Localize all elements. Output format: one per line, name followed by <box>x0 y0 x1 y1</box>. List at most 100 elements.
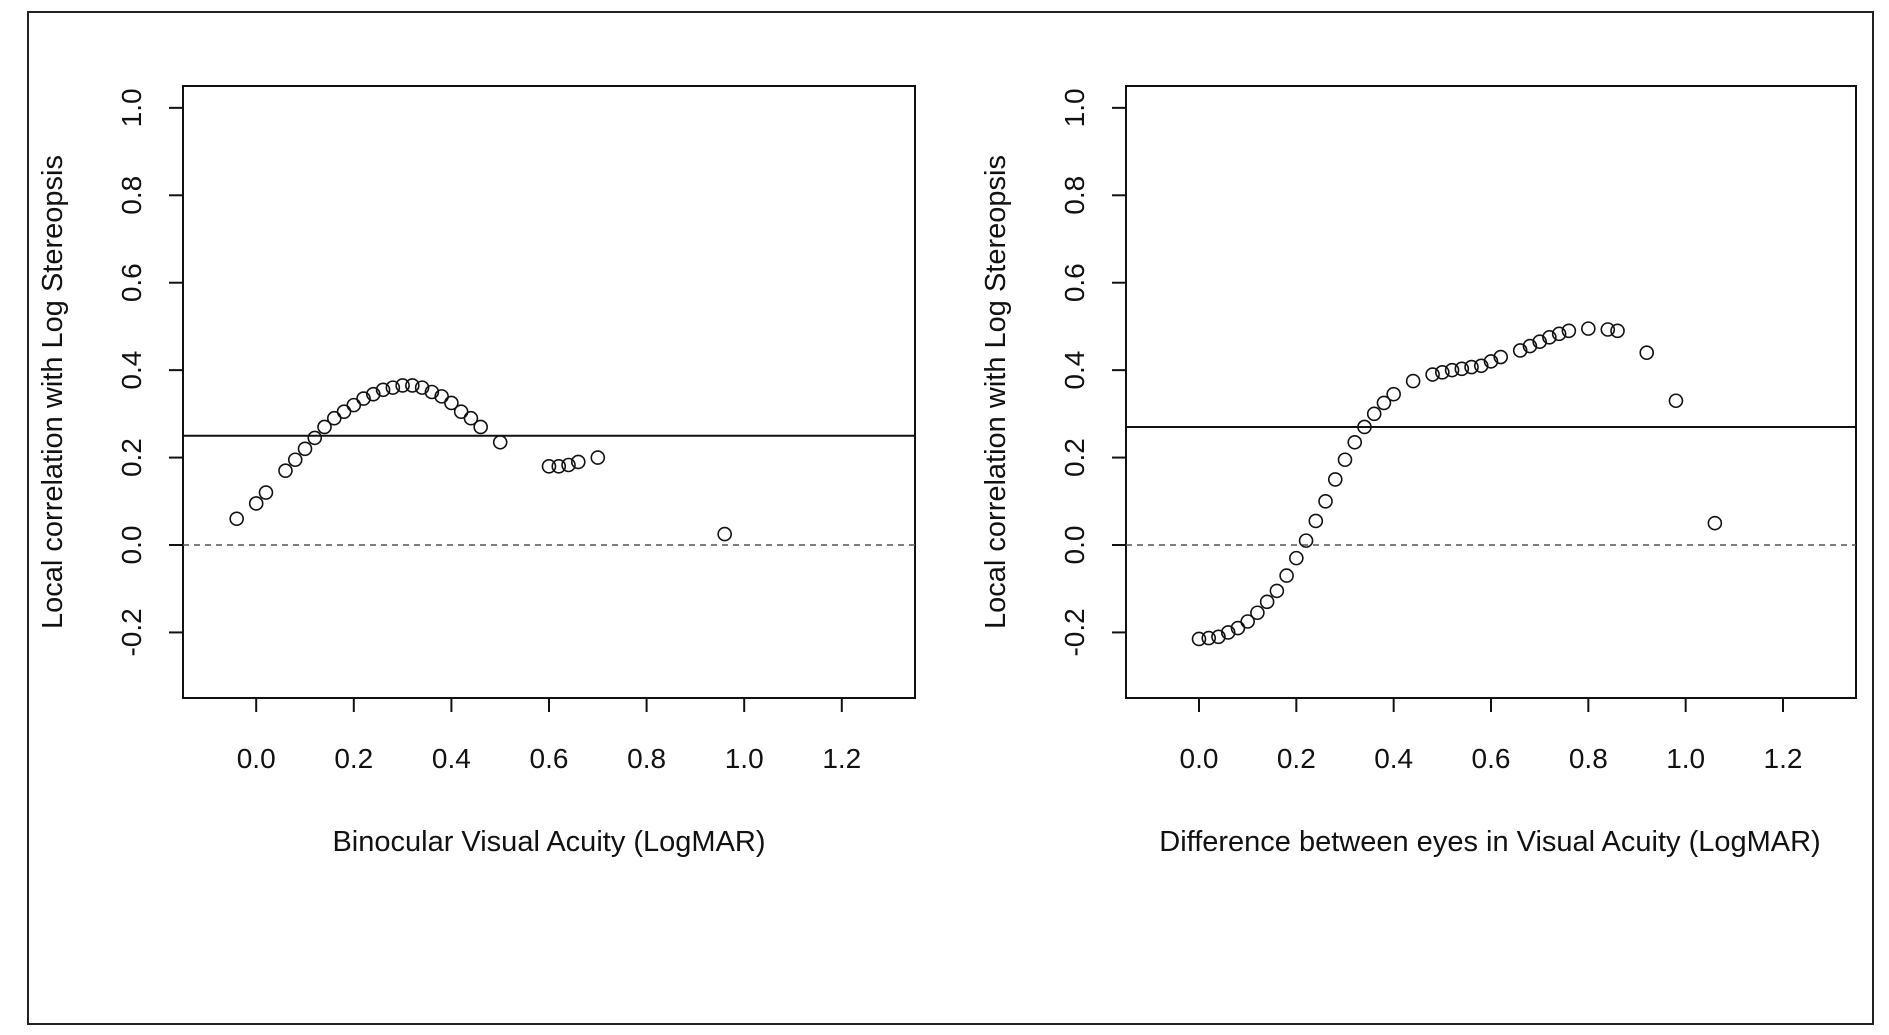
right-x-tick-label: 1.0 <box>1666 743 1705 774</box>
left-data-points <box>229 378 732 542</box>
right-reference-lines <box>1126 425 1856 546</box>
left-data-point <box>414 380 430 395</box>
right-x-axis-title: Difference between eyes in Visual Acuity… <box>1159 826 1820 858</box>
left-data-point <box>297 441 313 457</box>
right-data-point <box>1639 345 1655 360</box>
left-x-axis-title: Binocular Visual Acuity (LogMAR) <box>332 826 765 858</box>
left-data-point <box>561 457 576 473</box>
right-x-tick-label: 0.6 <box>1472 743 1511 774</box>
right-data-point <box>1318 493 1333 509</box>
right-data-point <box>1551 326 1567 342</box>
left-data-point <box>307 430 323 446</box>
right-x-axis: 0.0 0.2 0.4 0.6 0.8 1.0 1.2 <box>1180 698 1803 774</box>
right-data-point <box>1337 452 1353 468</box>
right-data-point <box>1279 568 1294 583</box>
left-data-point <box>453 404 469 419</box>
left-data-point <box>336 404 352 419</box>
left-data-point <box>473 419 488 435</box>
right-data-point <box>1211 629 1226 645</box>
left-data-point <box>385 380 401 395</box>
left-data-point <box>317 419 332 435</box>
left-data-point <box>258 485 274 500</box>
left-x-tick-label: 0.6 <box>530 743 569 774</box>
left-panel: 0.0 0.2 0.4 0.6 0.8 1.0 1.2 -0.2 0.0 0.2 0.4 0.6 0.… <box>37 85 916 858</box>
right-y-tick-label: 1.0 <box>1059 88 1090 127</box>
right-x-tick-label: 1.2 <box>1764 743 1803 774</box>
right-data-point <box>1289 550 1304 566</box>
left-data-point <box>424 384 440 400</box>
right-data-point <box>1298 533 1314 548</box>
right-data-point <box>1464 359 1479 375</box>
right-data-point <box>1668 393 1684 409</box>
left-x-tick-label: 1.2 <box>822 743 861 774</box>
right-x-tick-label: 0.4 <box>1374 743 1413 774</box>
left-y-axis: -0.2 0.0 0.2 0.4 0.6 0.8 1.0 <box>116 88 183 657</box>
left-data-point <box>326 410 342 426</box>
left-data-point <box>366 386 381 402</box>
left-y-tick-label: -0.2 <box>116 608 147 656</box>
right-data-point <box>1473 358 1489 374</box>
left-data-point <box>541 459 557 474</box>
right-data-point <box>1386 386 1401 402</box>
left-data-point <box>229 511 244 527</box>
left-y-tick-label: 1.0 <box>116 88 147 127</box>
right-data-point <box>1425 367 1440 382</box>
right-data-point <box>1201 630 1217 646</box>
right-data-point <box>1454 361 1470 377</box>
right-data-point <box>1405 373 1421 389</box>
left-y-tick-label: 0.8 <box>116 176 147 215</box>
left-data-point <box>248 496 264 511</box>
left-data-point <box>434 389 449 404</box>
right-data-point <box>1444 362 1460 378</box>
right-data-point <box>1230 620 1246 636</box>
right-y-tick-label: 0.4 <box>1059 351 1090 390</box>
right-data-point <box>1581 321 1596 336</box>
left-reference-lines <box>183 434 915 546</box>
right-data-point <box>1707 515 1723 531</box>
right-y-tick-label: 0.2 <box>1059 438 1090 477</box>
left-y-tick-label: 0.4 <box>116 351 147 390</box>
right-x-tick-label: 0.2 <box>1277 743 1316 774</box>
left-x-tick-label: 1.0 <box>725 743 764 774</box>
right-data-point <box>1532 334 1547 350</box>
right-panel: 0.0 0.2 0.4 0.6 0.8 1.0 1.2 -0.20.00.20.40.60.… <box>980 85 1857 858</box>
right-data-point <box>1366 406 1382 422</box>
right-data-point <box>1269 583 1285 599</box>
right-data-point <box>1522 338 1538 354</box>
left-y-tick-label: 0.6 <box>116 263 147 302</box>
left-y-tick-label: 0.0 <box>116 526 147 565</box>
right-data-point <box>1376 395 1392 411</box>
right-data-point <box>1512 343 1528 358</box>
left-data-point <box>375 382 391 398</box>
left-data-point <box>551 459 567 474</box>
right-data-point <box>1561 323 1577 339</box>
right-data-point <box>1240 614 1255 629</box>
left-x-axis: 0.0 0.2 0.4 0.6 0.8 1.0 1.2 <box>237 698 861 774</box>
right-data-point <box>1220 625 1236 640</box>
left-data-point <box>463 410 479 426</box>
left-data-point <box>444 395 459 411</box>
figure-frame <box>27 11 1874 1025</box>
left-data-point <box>356 391 371 406</box>
right-x-tick-label: 0.8 <box>1569 743 1608 774</box>
right-data-point <box>1308 513 1324 529</box>
left-data-point <box>395 378 410 393</box>
right-data-point <box>1259 594 1275 610</box>
right-y-axis-title: Local correlation with Log Stereopsis <box>980 155 1012 629</box>
right-data-points <box>1191 321 1723 647</box>
left-x-tick-label: 0.4 <box>432 743 471 774</box>
left-data-point <box>287 452 303 468</box>
right-data-point <box>1347 434 1363 450</box>
left-y-tick-label: 0.2 <box>116 438 147 477</box>
right-data-point <box>1600 322 1616 337</box>
right-data-point <box>1357 419 1372 435</box>
left-data-point <box>346 397 362 413</box>
right-y-tick-label: -0.2 <box>1059 608 1090 656</box>
right-y-tick-label: 0.6 <box>1059 263 1090 302</box>
right-data-point <box>1483 354 1499 369</box>
left-data-point <box>717 526 732 542</box>
left-x-tick-label: 0.8 <box>627 743 666 774</box>
right-y-tick-label: 0.8 <box>1059 176 1090 215</box>
left-x-tick-label: 0.0 <box>237 743 276 774</box>
right-y-axis: -0.2 0.0 0.2 0.4 0.6 0.8 1.0 <box>1059 88 1126 657</box>
